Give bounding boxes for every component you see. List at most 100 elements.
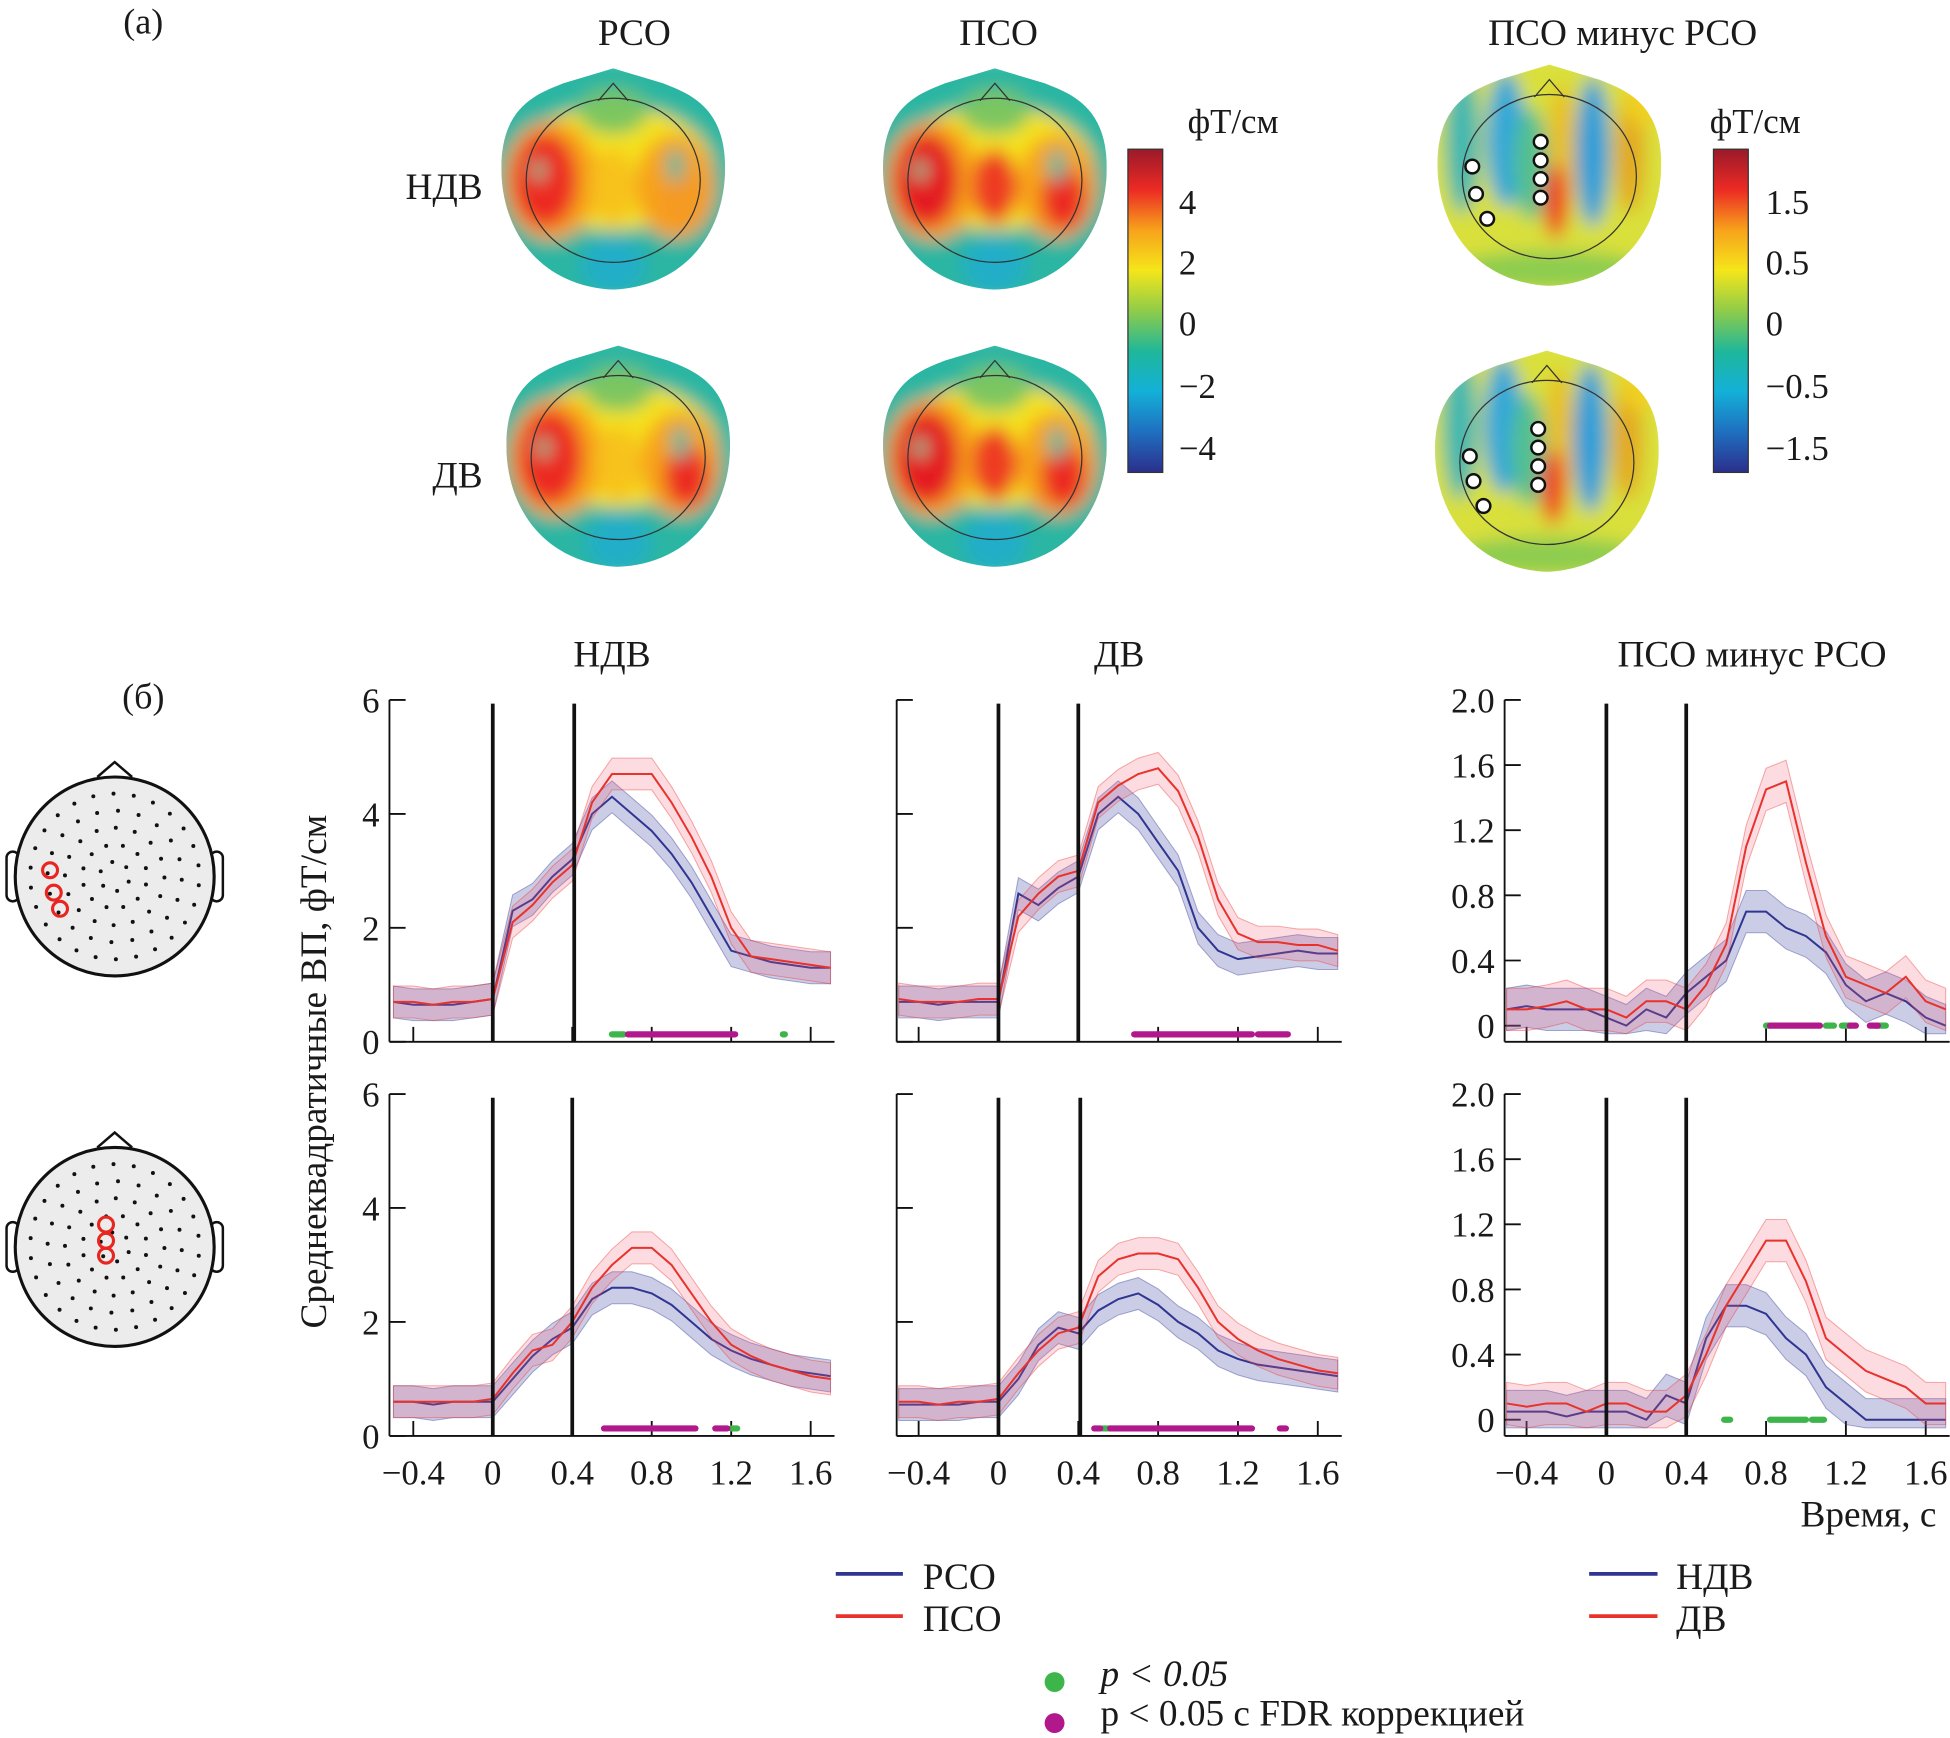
- sensor-dot: [130, 937, 135, 942]
- sensor-dot: [98, 869, 103, 874]
- erp-charts: НДВ 0 2 4 6 ДВ ПСО минус РСО 0 0.4 0.8 1.2 1.6 2.0 0 2…: [362, 634, 1950, 1492]
- sensor-dot: [121, 1275, 126, 1280]
- sensor-dot: [113, 1196, 118, 1201]
- field-blob: [894, 133, 959, 228]
- sensor-dot: [81, 1236, 86, 1241]
- sensor-dot: [55, 1183, 60, 1188]
- sensor-dot: [132, 829, 137, 834]
- sensor-dot: [67, 854, 72, 859]
- chart-title: ДВ: [1094, 634, 1144, 675]
- sensor-dot: [91, 1164, 96, 1169]
- sensor-dot: [89, 1267, 94, 1272]
- significant-sensor-marker: [1532, 170, 1549, 188]
- sensor-dot: [81, 882, 86, 887]
- sensor-dot: [104, 1275, 109, 1280]
- x-tick-label: 0: [990, 1453, 1007, 1492]
- sensor-dot: [55, 813, 60, 818]
- sensor-dot: [101, 1254, 106, 1259]
- significant-sensor-marker: [1532, 152, 1549, 169]
- sensor-dot: [147, 1280, 152, 1285]
- x-axis-label: Время, с: [1800, 1495, 1936, 1536]
- sensor-dot: [192, 1273, 197, 1278]
- legend-groups: НДВ ДВ: [1589, 1557, 1753, 1640]
- sensor-dot: [131, 793, 136, 798]
- nose-outline: [979, 82, 1011, 102]
- sensor-dot: [196, 1233, 201, 1238]
- sensor-dot: [34, 904, 39, 909]
- sensor-dot: [143, 866, 148, 871]
- sensor-dot: [43, 922, 48, 927]
- sensor-dot: [154, 1193, 159, 1198]
- sensor-dot: [132, 1200, 137, 1205]
- legend-label-rso: РСО: [923, 1557, 996, 1598]
- legend-conditions: РСО ПСО: [835, 1557, 1002, 1640]
- sensor-dot: [94, 829, 99, 834]
- sensor-dot: [135, 851, 140, 856]
- field-blob: [1048, 147, 1066, 183]
- legend-label-ndv: НДВ: [1676, 1557, 1753, 1598]
- sensor-dot: [47, 1262, 52, 1267]
- sensor-dot: [148, 1211, 153, 1216]
- sensor-dot: [109, 1310, 114, 1315]
- nose-outline: [1531, 364, 1563, 384]
- sensor-dot: [62, 1243, 67, 1248]
- selected-sensor-ring: [96, 1246, 116, 1265]
- sensor-dot: [158, 894, 163, 899]
- topomap-col-title-diff: ПСО минус РСО: [1488, 13, 1757, 54]
- sensor-layouts: [5, 760, 225, 1348]
- confidence-band-ПСО: [392, 1231, 832, 1419]
- legend-label-p05: p < 0.05: [1098, 1654, 1229, 1695]
- y-tick-label: 0.8: [1451, 1271, 1495, 1310]
- significant-sensor-marker: [1530, 458, 1547, 475]
- sensor-dot: [177, 1227, 182, 1232]
- sensor-dot: [81, 1253, 86, 1258]
- selected-sensor-ring: [50, 899, 70, 918]
- sensor-dot: [89, 1222, 94, 1227]
- y-tick-label: 2: [362, 1303, 379, 1342]
- sensor-dot: [181, 1196, 186, 1201]
- field-blob: [1575, 77, 1611, 227]
- colorbar-left-unit: фТ/см: [1188, 102, 1279, 141]
- field-blob: [1447, 537, 1647, 572]
- sensor-dot: [147, 909, 152, 914]
- legend-label-pso: ПСО: [923, 1599, 1002, 1640]
- series-line-ПСО: [898, 767, 1339, 1003]
- sensor-dot: [136, 1183, 141, 1188]
- sensor-dot: [167, 1182, 172, 1187]
- sensor-dot: [165, 1286, 169, 1291]
- topomap-row-label-ndv: НДВ: [405, 167, 482, 208]
- sensor-dot: [113, 825, 118, 830]
- sensor-dot: [49, 851, 54, 856]
- series-line-ПСО: [393, 1246, 831, 1403]
- sensor-dot: [120, 1214, 125, 1219]
- sensor-dot: [167, 811, 172, 816]
- y-tick-label: 0: [362, 1417, 379, 1456]
- chart-panel-3: ПСО минус РСО 0 0.4 0.8 1.2 1.6 2.0: [1451, 634, 1950, 1046]
- sensor-dot: [115, 888, 120, 893]
- sensor-dot: [42, 1198, 47, 1203]
- sensor-dot: [134, 954, 139, 959]
- confidence-band-ПСО: [898, 1237, 1339, 1421]
- x-tick-label: 1.2: [1824, 1453, 1868, 1492]
- x-tick-label: 0.4: [550, 1453, 593, 1492]
- significant-sensor-marker: [1530, 476, 1547, 493]
- field-blob: [532, 160, 545, 181]
- y-tick-label: 4: [362, 1189, 379, 1228]
- topomap-pso: [883, 68, 1107, 290]
- sensor-dot: [135, 896, 140, 901]
- sensor-dot: [135, 1267, 140, 1272]
- sensor-dot: [42, 828, 47, 833]
- topomap-blobs: [883, 345, 1107, 567]
- topomap-blobs: [506, 345, 731, 567]
- nose-icon: [96, 760, 133, 778]
- sensor-dot: [70, 1296, 75, 1301]
- legend-significance: p < 0.05 p < 0.05 с FDR коррекцией: [1044, 1654, 1524, 1735]
- field-blob: [1449, 251, 1649, 286]
- sensor-dot: [143, 1236, 148, 1241]
- sensor-dot: [154, 823, 159, 828]
- chart-panel-6: 00.40.81.21.62.0−0.4 0 0.4 0.8 1.2 1.6: [1451, 1075, 1950, 1492]
- sensor-dot: [110, 860, 115, 865]
- sensor-dot: [67, 1225, 72, 1230]
- series-line-ДВ: [1506, 1239, 1946, 1413]
